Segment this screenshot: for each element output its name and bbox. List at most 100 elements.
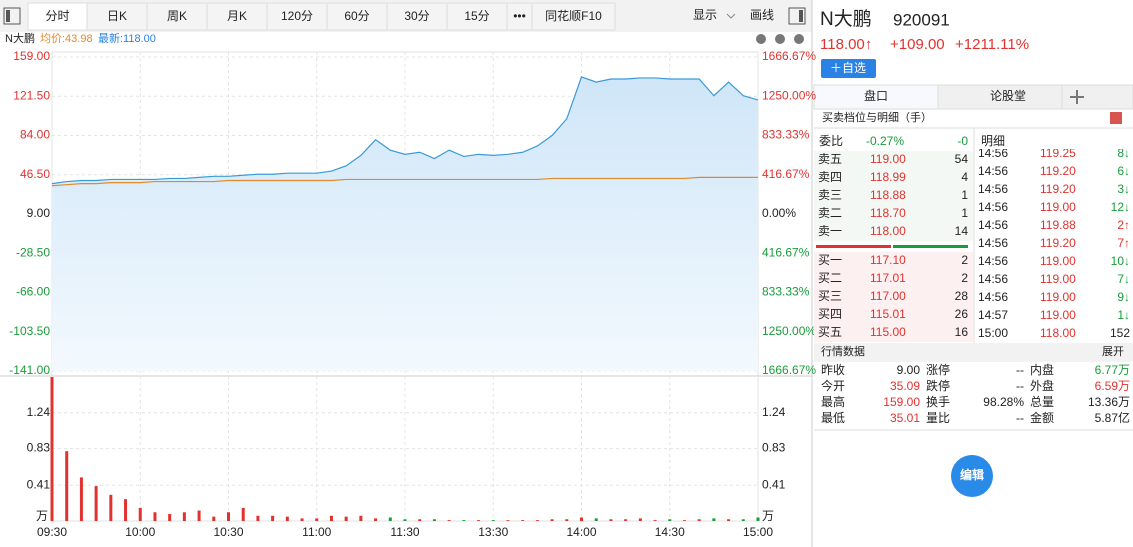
y-tick-label: 1.24 xyxy=(762,405,786,419)
detail-volume: 7↑ xyxy=(1117,236,1130,250)
display-button[interactable]: 显示 xyxy=(693,8,717,22)
panel-icon[interactable] xyxy=(3,7,21,25)
order-price: 117.00 xyxy=(870,289,906,303)
tab-label[interactable]: 盘口 xyxy=(864,88,888,103)
unit-label: 万 xyxy=(36,509,48,523)
detail-volume: 8↓ xyxy=(1117,146,1130,160)
toolbar-tab-label[interactable]: 周K xyxy=(167,9,187,23)
volume-bar xyxy=(197,510,201,521)
avg-line xyxy=(51,176,759,187)
tab[interactable] xyxy=(813,84,939,110)
volume-bar xyxy=(506,520,510,521)
stat-label: 金额 xyxy=(1030,410,1054,425)
toolbar-tab-label[interactable]: 30分 xyxy=(404,9,429,23)
stat-label: 涨停 xyxy=(926,362,950,377)
order-row xyxy=(814,223,973,241)
price-area xyxy=(52,76,758,372)
edit-button[interactable] xyxy=(951,455,993,497)
section-icon[interactable] xyxy=(1110,112,1122,124)
quote-price: 118.00↑ xyxy=(820,36,872,53)
draw-button[interactable]: 画线 xyxy=(750,8,774,22)
volume-bar xyxy=(477,520,481,521)
toolbar-tab[interactable] xyxy=(206,2,268,31)
order-price: 115.00 xyxy=(870,325,906,339)
stat-label: 跌停 xyxy=(926,378,950,393)
edit-button-label[interactable]: 编辑 xyxy=(959,467,984,482)
detail-volume: 1↓ xyxy=(1117,308,1130,322)
stat-label: 总量 xyxy=(1030,395,1054,409)
toolbar-tab-label[interactable]: 分时 xyxy=(45,9,69,23)
detail-price: 119.00 xyxy=(1040,308,1076,322)
watch-button[interactable] xyxy=(821,59,876,78)
volume-bar xyxy=(153,512,157,521)
order-price: 118.99 xyxy=(870,170,906,184)
quote-change-pct: +1211.11% xyxy=(955,36,1029,53)
detail-volume: 12↓ xyxy=(1111,200,1130,214)
y2-tick-label: 416.67% xyxy=(762,167,810,181)
volume-bar xyxy=(491,520,495,521)
y-tick-label: 0.83 xyxy=(27,441,51,455)
order-price: 119.00 xyxy=(870,152,906,166)
add-icon xyxy=(1070,90,1084,104)
toolbar-tab[interactable] xyxy=(506,2,533,31)
order-label: 卖四 xyxy=(818,170,842,184)
order-label: 买二 xyxy=(818,271,842,285)
order-volume: 16 xyxy=(955,325,969,339)
volume-bar xyxy=(315,518,319,521)
detail-time: 14:56 xyxy=(978,164,1008,178)
toolbar-tab-label[interactable]: 60分 xyxy=(344,9,369,23)
panel-icon[interactable] xyxy=(788,7,806,25)
detail-volume: 2↑ xyxy=(1117,218,1130,232)
y-tick-label: 0.83 xyxy=(762,441,786,455)
toolbar-tab[interactable] xyxy=(446,2,508,31)
detail-time: 14:56 xyxy=(978,200,1008,214)
watch-button-label[interactable]: ＋自选 xyxy=(830,61,866,75)
detail-volume: 7↓ xyxy=(1117,272,1130,286)
detail-time: 14:56 xyxy=(978,146,1008,160)
detail-time: 14:56 xyxy=(978,236,1008,250)
toolbar-tab-label[interactable]: 120分 xyxy=(281,9,313,23)
quote-change: +109.00 xyxy=(890,36,945,53)
volume-bar xyxy=(521,520,525,521)
toolbar-tab[interactable] xyxy=(531,2,616,31)
toolbar-tab-label[interactable]: ••• xyxy=(513,9,526,23)
order-price: 118.88 xyxy=(870,188,906,202)
order-label: 卖五 xyxy=(818,152,842,166)
toolbar-tab[interactable] xyxy=(27,2,88,31)
stat-label: 今开 xyxy=(821,378,845,393)
y-tick-label: 1.24 xyxy=(27,405,51,419)
order-label: 卖一 xyxy=(818,224,842,238)
sell-strength xyxy=(816,245,891,248)
toolbar-tab-label[interactable]: 同花顺F10 xyxy=(545,8,602,23)
volume-bar xyxy=(300,518,304,521)
toolbar-tab-label[interactable]: 月K xyxy=(227,9,247,23)
toolbar-tab-label[interactable]: 15分 xyxy=(464,9,489,23)
y-tick-label: 0.41 xyxy=(27,477,51,491)
volume-bar xyxy=(653,520,657,521)
y-tick-label: 159.00 xyxy=(13,49,50,63)
price-line xyxy=(51,76,759,185)
order-price: 118.70 xyxy=(870,206,906,220)
toolbar-tab[interactable] xyxy=(326,2,388,31)
stat-value: 6.59万 xyxy=(1095,379,1130,393)
detail-price: 119.00 xyxy=(1040,290,1076,304)
settings[interactable] xyxy=(794,34,804,44)
volume-bar xyxy=(388,517,392,521)
stat-value: -- xyxy=(1016,411,1024,425)
y-tick-label: 0.41 xyxy=(762,477,786,491)
toolbar-tab-label[interactable]: 日K xyxy=(107,9,127,23)
detail-time: 14:57 xyxy=(978,308,1008,322)
zoom-out[interactable] xyxy=(775,34,785,44)
tab[interactable] xyxy=(937,84,1063,110)
toolbar-tab[interactable] xyxy=(86,2,148,31)
expand-button[interactable]: 展开 xyxy=(1102,345,1124,358)
y-tick-label: 9.00 xyxy=(27,206,51,220)
stat-label: 最低 xyxy=(821,411,845,425)
order-row xyxy=(814,205,973,223)
detail-price: 119.00 xyxy=(1040,200,1076,214)
zoom-in[interactable] xyxy=(756,34,766,44)
toolbar-tab[interactable] xyxy=(386,2,448,31)
stat-value: 159.00 xyxy=(883,395,920,409)
stat-value: 98.28% xyxy=(983,395,1024,409)
tab-label[interactable]: 论股堂 xyxy=(990,89,1026,103)
